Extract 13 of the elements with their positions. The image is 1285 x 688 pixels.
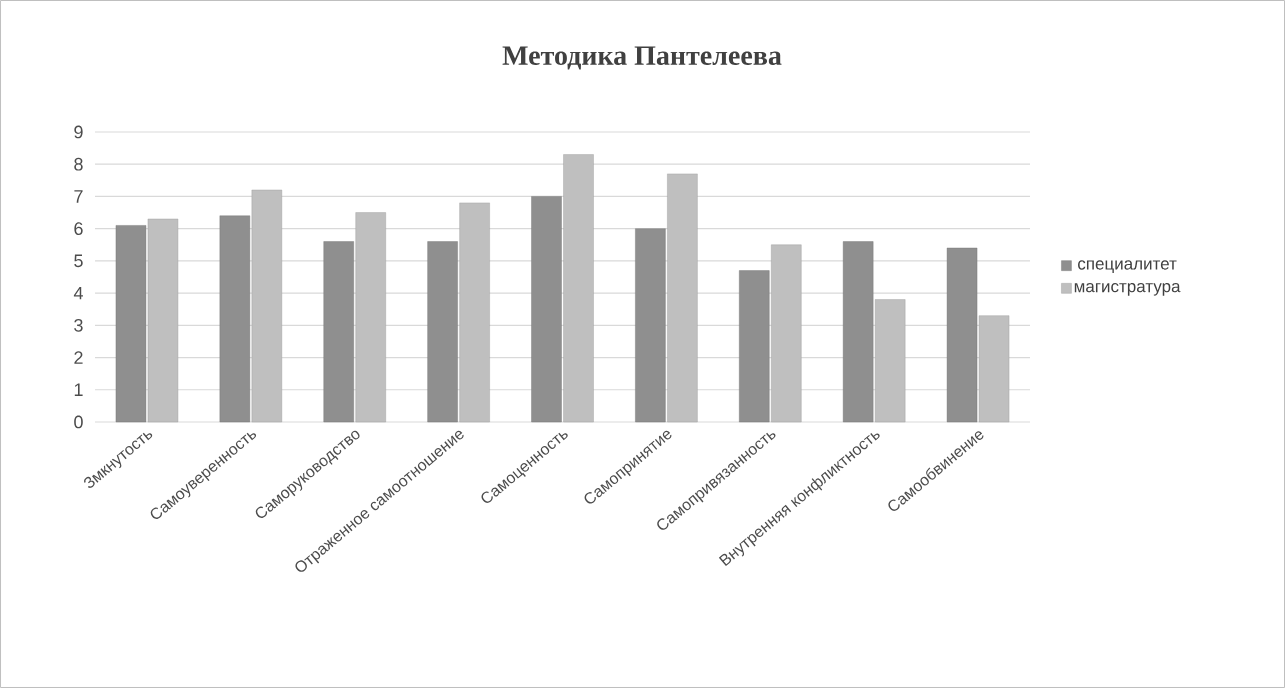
y-tick-label: 8 <box>74 157 83 171</box>
y-tick-label: 4 <box>73 286 83 300</box>
y-tick-label: 3 <box>74 318 83 332</box>
legend-label: магистратура <box>1074 283 1181 296</box>
y-tick-label: 1 <box>74 383 83 396</box>
chart-title: Методика Пантелеева <box>502 46 782 70</box>
legend-label: специалитет <box>1078 260 1177 273</box>
y-tick-label: 0 <box>74 415 83 429</box>
y-tick-label: 2 <box>74 351 83 364</box>
y-tick-label: 7 <box>74 190 83 203</box>
y-tick-label: 6 <box>74 222 83 236</box>
y-tick-label: 5 <box>74 254 83 268</box>
y-tick-label: 9 <box>74 125 83 139</box>
